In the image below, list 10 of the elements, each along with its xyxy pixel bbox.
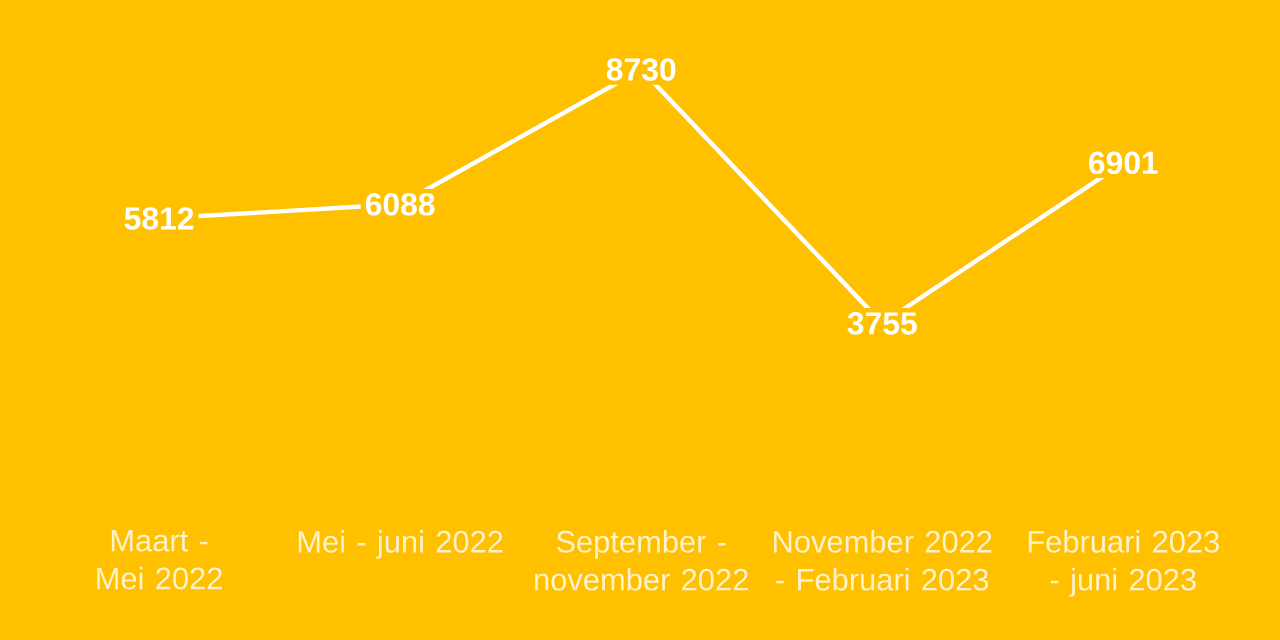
x-tick-label: Mei - juni 2022 <box>298 530 503 559</box>
data-label: 6901 <box>1089 151 1158 175</box>
x-tick-label: September - november 2022 <box>535 530 748 591</box>
x-tick-label: November 2022 - Februari 2023 <box>774 530 992 591</box>
data-label: 5812 <box>124 207 194 230</box>
x-tick-label: Maart - Mei 2022 <box>97 530 222 590</box>
x-tick-label: Februari 2023 - juni 2023 <box>1028 530 1219 597</box>
data-label: 3755 <box>847 312 917 335</box>
data-label: 8730 <box>606 58 676 81</box>
data-label: 6088 <box>365 193 435 216</box>
